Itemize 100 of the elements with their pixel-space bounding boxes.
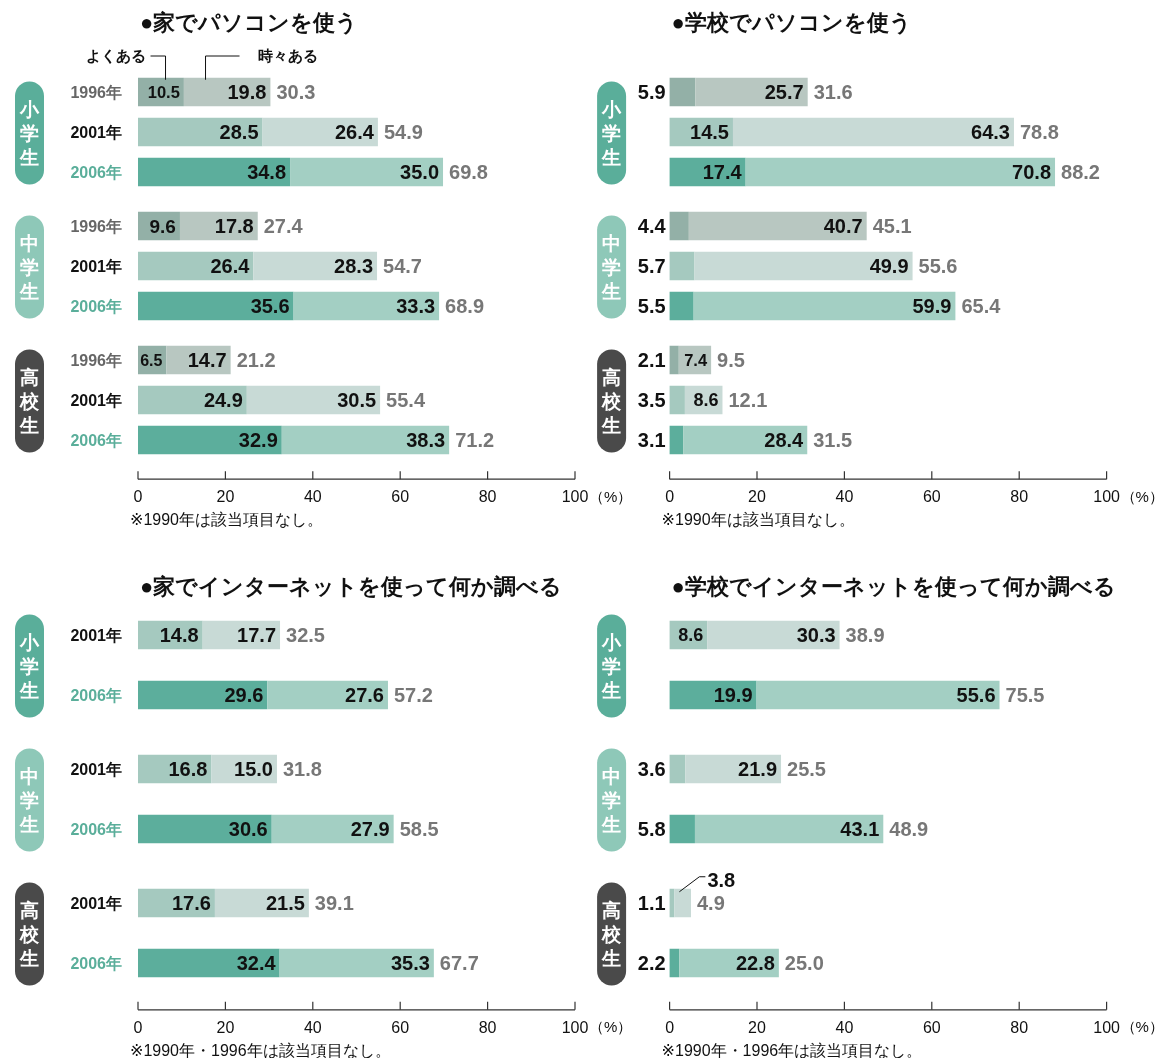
category: 1996年 bbox=[70, 351, 122, 369]
value-label: 28.5 bbox=[219, 121, 259, 144]
total: 39.1 bbox=[314, 892, 354, 915]
tick: 100 bbox=[561, 487, 589, 505]
total: 55.4 bbox=[386, 389, 426, 412]
xlabel: （%） bbox=[589, 487, 633, 505]
value-label: 35.6 bbox=[250, 295, 290, 318]
value-label: 26.4 bbox=[210, 255, 250, 278]
total: 67.7 bbox=[439, 952, 479, 975]
total: 55.6 bbox=[918, 255, 958, 278]
value-label: 30.5 bbox=[337, 389, 377, 412]
value-label: 17.6 bbox=[171, 892, 211, 915]
ylabel: 高校生 bbox=[20, 900, 39, 969]
value-label: 19.9 bbox=[713, 684, 753, 707]
value-label: 28.3 bbox=[334, 255, 374, 278]
total: 30.3 bbox=[276, 81, 316, 104]
total: 12.1 bbox=[728, 389, 768, 412]
value-label: 22.8 bbox=[735, 952, 775, 975]
value-label: 26.4 bbox=[335, 121, 374, 144]
tick: 60 bbox=[922, 1018, 941, 1036]
value-label: 3.6 bbox=[637, 758, 666, 781]
tick: 0 bbox=[665, 1018, 675, 1036]
tick: 80 bbox=[1010, 487, 1029, 505]
annotation: ※1990年・1996年は該当項目なし。 bbox=[661, 1041, 923, 1058]
value-label: 5.8 bbox=[637, 818, 666, 841]
total: 75.5 bbox=[1005, 684, 1045, 707]
annotation: ※1990年は該当項目なし。 bbox=[130, 510, 323, 528]
total: 32.5 bbox=[286, 624, 325, 647]
total: 58.5 bbox=[399, 818, 439, 841]
title: ●家でインターネットを使って何か調べる bbox=[140, 573, 563, 599]
category: 1996年 bbox=[70, 217, 122, 235]
category: 2001年 bbox=[70, 760, 122, 778]
tick: 60 bbox=[391, 487, 410, 505]
title: ●学校でパソコンを使う bbox=[671, 9, 912, 35]
title: ●家でパソコンを使う bbox=[140, 9, 359, 35]
value-label: 38.3 bbox=[406, 429, 446, 452]
total: 4.9 bbox=[697, 892, 725, 915]
tick: 80 bbox=[478, 487, 497, 505]
value-label: 3.8 bbox=[707, 868, 736, 891]
total: 25.5 bbox=[787, 758, 826, 781]
total: 25.0 bbox=[784, 952, 824, 975]
value-label: 32.9 bbox=[238, 429, 278, 452]
value-label: 2.1 bbox=[637, 349, 666, 372]
tick: 40 bbox=[303, 1018, 322, 1036]
legend: よくある bbox=[85, 47, 146, 65]
category: 2006年 bbox=[70, 163, 122, 181]
total: 21.2 bbox=[236, 349, 276, 372]
value-label: 8.6 bbox=[678, 625, 704, 646]
value-label: 34.8 bbox=[247, 161, 287, 184]
value-label: 27.9 bbox=[350, 818, 390, 841]
value-label: 35.3 bbox=[390, 952, 430, 975]
ylabel: 中学生 bbox=[20, 233, 39, 302]
xlabel: （%） bbox=[1120, 487, 1157, 505]
value-label: 5.5 bbox=[637, 295, 666, 318]
value-label: 25.7 bbox=[764, 81, 804, 104]
tick: 20 bbox=[748, 1018, 766, 1036]
value-label: 30.6 bbox=[228, 818, 268, 841]
tick: 20 bbox=[748, 487, 766, 505]
tick: 20 bbox=[216, 487, 235, 505]
value-label: 21.5 bbox=[265, 892, 305, 915]
value-label: 70.8 bbox=[1012, 161, 1052, 184]
category: 2006年 bbox=[70, 954, 122, 972]
value-label: 40.7 bbox=[823, 215, 863, 238]
value-label: 59.9 bbox=[912, 295, 952, 318]
value-label: 64.3 bbox=[971, 121, 1010, 144]
value-label: 35.0 bbox=[400, 161, 440, 184]
category: 2001年 bbox=[70, 894, 122, 912]
total: 69.8 bbox=[449, 161, 488, 184]
category: 2001年 bbox=[70, 626, 122, 644]
ylabel: 小学生 bbox=[602, 99, 622, 168]
total: 57.2 bbox=[393, 684, 433, 707]
category: 2001年 bbox=[70, 391, 122, 409]
value-label: 55.6 bbox=[956, 684, 996, 707]
value-label: 30.3 bbox=[796, 624, 836, 647]
total: 38.9 bbox=[845, 624, 885, 647]
tick: 40 bbox=[835, 487, 854, 505]
ylabel: 高校生 bbox=[602, 367, 622, 436]
value-label: 5.7 bbox=[637, 255, 666, 278]
value-label: 14.5 bbox=[690, 121, 729, 144]
value-label: 21.9 bbox=[738, 758, 778, 781]
ylabel: 小学生 bbox=[20, 632, 39, 701]
value-label: 6.5 bbox=[140, 351, 163, 369]
value-label: 5.9 bbox=[637, 81, 666, 104]
tick: 0 bbox=[133, 487, 143, 505]
value-label: 4.4 bbox=[637, 215, 666, 238]
total: 78.8 bbox=[1019, 121, 1059, 144]
category: 2006年 bbox=[70, 431, 122, 449]
tick: 0 bbox=[133, 1018, 143, 1036]
total: 9.5 bbox=[717, 349, 745, 372]
ylabel: 高校生 bbox=[602, 900, 622, 969]
total: 88.2 bbox=[1061, 161, 1100, 184]
value-label: 29.6 bbox=[224, 684, 264, 707]
tick: 80 bbox=[478, 1018, 497, 1036]
value-label: 17.7 bbox=[237, 624, 276, 647]
value-label: 49.9 bbox=[869, 255, 909, 278]
total: 31.5 bbox=[813, 429, 853, 452]
tick: 100 bbox=[1093, 487, 1120, 505]
ylabel: 中学生 bbox=[20, 766, 39, 835]
annotation: ※1990年・1996年は該当項目なし。 bbox=[130, 1041, 391, 1058]
value-label: 10.5 bbox=[147, 82, 180, 101]
